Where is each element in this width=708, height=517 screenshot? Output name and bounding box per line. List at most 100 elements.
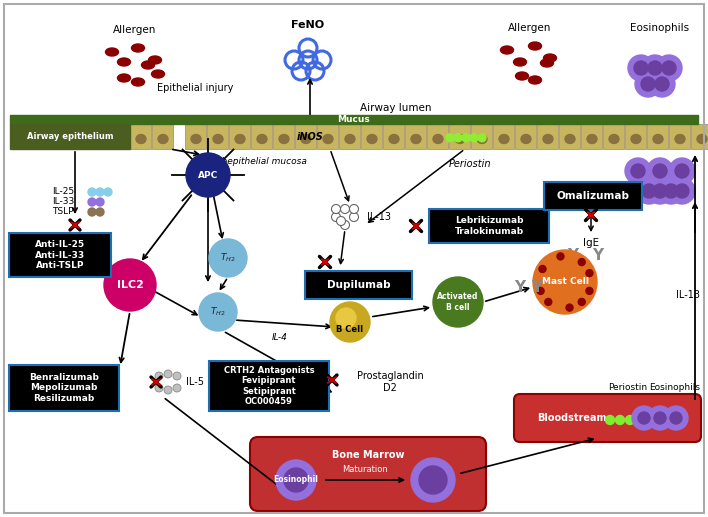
Text: IL-13: IL-13 [367, 212, 391, 222]
Text: Eosinophils: Eosinophils [649, 383, 700, 392]
Circle shape [96, 188, 104, 196]
Text: Airway epithelium: Airway epithelium [27, 132, 113, 141]
Ellipse shape [433, 134, 443, 144]
Ellipse shape [118, 74, 130, 82]
Circle shape [648, 61, 662, 75]
Text: Y: Y [567, 248, 578, 263]
Circle shape [648, 406, 672, 430]
Ellipse shape [631, 134, 641, 144]
Circle shape [642, 55, 668, 81]
Text: Lebrikizumab
Tralokinumab: Lebrikizumab Tralokinumab [455, 216, 523, 236]
Circle shape [615, 416, 624, 424]
Text: Activated
B cell: Activated B cell [438, 292, 479, 312]
Circle shape [470, 134, 478, 142]
Bar [152, 124, 173, 149]
Ellipse shape [132, 78, 144, 86]
Text: IL-5: IL-5 [186, 377, 204, 387]
Bar [361, 124, 382, 149]
Circle shape [605, 416, 615, 424]
Text: Prostaglandin
D2: Prostaglandin D2 [357, 371, 423, 393]
Ellipse shape [389, 134, 399, 144]
Ellipse shape [540, 59, 554, 67]
Bar [647, 124, 668, 149]
Ellipse shape [455, 134, 465, 144]
Ellipse shape [132, 44, 144, 52]
Circle shape [631, 164, 645, 178]
Ellipse shape [513, 58, 527, 66]
Circle shape [88, 188, 96, 196]
Circle shape [654, 412, 666, 424]
Circle shape [647, 178, 673, 204]
Circle shape [186, 153, 230, 197]
Circle shape [641, 77, 655, 91]
Text: IL-13: IL-13 [676, 290, 700, 300]
Circle shape [653, 184, 667, 198]
Bar [185, 124, 206, 149]
Circle shape [632, 406, 656, 430]
Circle shape [628, 55, 654, 81]
Text: Maturation: Maturation [342, 465, 388, 475]
Ellipse shape [235, 134, 245, 144]
Text: Epithelial injury: Epithelial injury [156, 83, 233, 93]
Text: TSLP: TSLP [52, 207, 74, 217]
Circle shape [539, 266, 546, 272]
Circle shape [625, 158, 651, 184]
Circle shape [104, 188, 112, 196]
FancyBboxPatch shape [9, 233, 111, 277]
Circle shape [533, 250, 597, 314]
Text: IL-25: IL-25 [52, 188, 74, 196]
Circle shape [669, 158, 695, 184]
FancyBboxPatch shape [305, 271, 412, 299]
Bar [427, 124, 448, 149]
Text: $T_{H2}$: $T_{H2}$ [210, 306, 226, 318]
Circle shape [411, 458, 455, 502]
Ellipse shape [152, 70, 164, 78]
Circle shape [276, 460, 316, 500]
Text: Dupilumab: Dupilumab [326, 280, 390, 290]
Ellipse shape [257, 134, 267, 144]
Circle shape [638, 412, 650, 424]
Text: ILC2: ILC2 [117, 280, 144, 290]
Ellipse shape [158, 134, 168, 144]
Circle shape [537, 287, 544, 294]
Ellipse shape [213, 134, 223, 144]
Bar [317, 124, 338, 149]
Text: CRTH2 Antagonists
Fevipiprant
Setipiprant
OC000459: CRTH2 Antagonists Fevipiprant Setipipran… [224, 366, 314, 406]
Bar [251, 124, 272, 149]
Circle shape [544, 298, 552, 306]
Text: Y: Y [593, 248, 603, 263]
Bar [295, 124, 316, 149]
Circle shape [164, 386, 172, 394]
Circle shape [586, 269, 593, 277]
Circle shape [336, 217, 346, 225]
Circle shape [566, 304, 573, 311]
Circle shape [670, 412, 682, 424]
Ellipse shape [411, 134, 421, 144]
Ellipse shape [653, 134, 663, 144]
Ellipse shape [477, 134, 487, 144]
Ellipse shape [697, 134, 707, 144]
Ellipse shape [279, 134, 289, 144]
Circle shape [586, 287, 593, 294]
Circle shape [653, 164, 667, 178]
Text: Benralizumab
Mepolizumab
Resilizumab: Benralizumab Mepolizumab Resilizumab [29, 373, 99, 403]
Circle shape [557, 253, 564, 260]
Text: FeNO: FeNO [292, 20, 324, 30]
Circle shape [164, 370, 172, 378]
Bar [207, 124, 228, 149]
Circle shape [649, 71, 675, 97]
Text: Y: Y [532, 280, 542, 295]
Text: Mast Cell: Mast Cell [542, 278, 588, 286]
Ellipse shape [323, 134, 333, 144]
Circle shape [341, 220, 350, 230]
Circle shape [675, 184, 689, 198]
Text: Allergen: Allergen [508, 23, 552, 33]
Text: Eosinophil: Eosinophil [273, 476, 319, 484]
Circle shape [642, 184, 656, 198]
FancyBboxPatch shape [514, 394, 701, 442]
Circle shape [656, 55, 682, 81]
Ellipse shape [501, 46, 513, 54]
Ellipse shape [367, 134, 377, 144]
Circle shape [578, 298, 586, 306]
Bar [10, 124, 130, 149]
